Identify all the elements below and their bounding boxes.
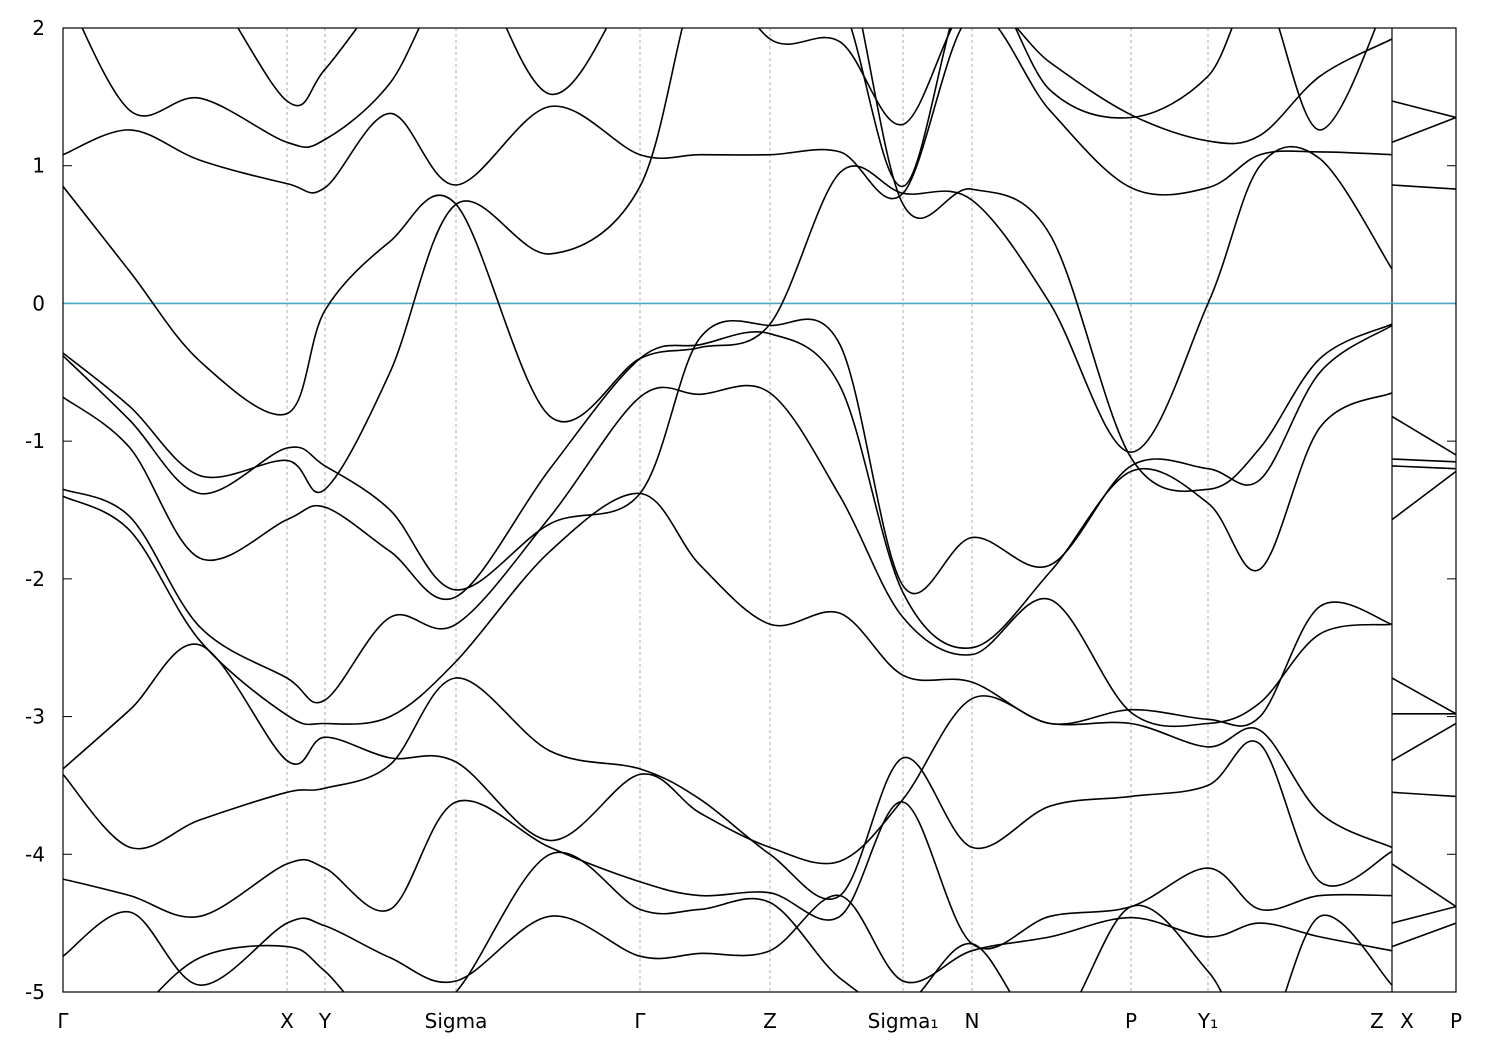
y-tick-label: -5 <box>25 980 45 1004</box>
plot-frame <box>62 27 1457 993</box>
band-line <box>63 643 1393 865</box>
bands <box>63 28 1456 992</box>
band-line <box>63 145 1393 454</box>
band-line <box>1391 677 1456 715</box>
x-tick-label: Sigma₁ <box>868 1009 939 1033</box>
band-line <box>63 799 1393 950</box>
band-line <box>63 331 1393 649</box>
band-line <box>237 28 1377 188</box>
x-tick-label: Z <box>1370 1009 1384 1033</box>
band-line <box>1391 905 1456 924</box>
band-line <box>1391 116 1456 144</box>
band-line <box>63 28 1393 493</box>
band-line <box>1391 184 1456 190</box>
x-tick-label: Y <box>318 1009 332 1033</box>
y-tick-label: -4 <box>25 842 45 866</box>
x-tick-label: P <box>1450 1009 1462 1033</box>
band-line <box>1391 100 1456 119</box>
x-tick-label: P <box>1125 1009 1137 1033</box>
band-line <box>1391 922 1456 948</box>
band-line <box>1391 415 1456 456</box>
band-line <box>63 492 1393 727</box>
x-tick-label: Γ <box>57 1009 69 1033</box>
y-tick-label: -1 <box>25 429 45 453</box>
y-tick-label: -2 <box>25 567 45 591</box>
y-tick-label: -3 <box>25 705 45 729</box>
x-tick-label: Z <box>763 1009 777 1033</box>
x-tick-label: Sigma <box>425 1009 488 1033</box>
band-line <box>63 384 1393 728</box>
band-line <box>1391 863 1456 908</box>
band-line <box>1391 470 1456 521</box>
y-tick-label: 2 <box>32 16 45 40</box>
x-tick-label: X <box>280 1009 294 1033</box>
band-line <box>156 851 1393 992</box>
grid <box>63 27 1456 993</box>
band-line <box>1391 465 1456 470</box>
band-line <box>63 677 1393 900</box>
x-tick-label: X <box>1400 1009 1414 1033</box>
band-line <box>1391 458 1456 463</box>
band-line <box>63 28 1393 200</box>
band-line <box>1391 722 1456 762</box>
band-line <box>63 318 1393 595</box>
band-line <box>81 28 1393 148</box>
x-tick-label: N <box>965 1009 980 1033</box>
x-tick-label: Y₁ <box>1197 1009 1218 1033</box>
y-tick-label: 1 <box>32 154 45 178</box>
x-tick-label: Γ <box>634 1009 646 1033</box>
y-tick-label: 0 <box>32 291 45 315</box>
band-line <box>1391 791 1456 798</box>
